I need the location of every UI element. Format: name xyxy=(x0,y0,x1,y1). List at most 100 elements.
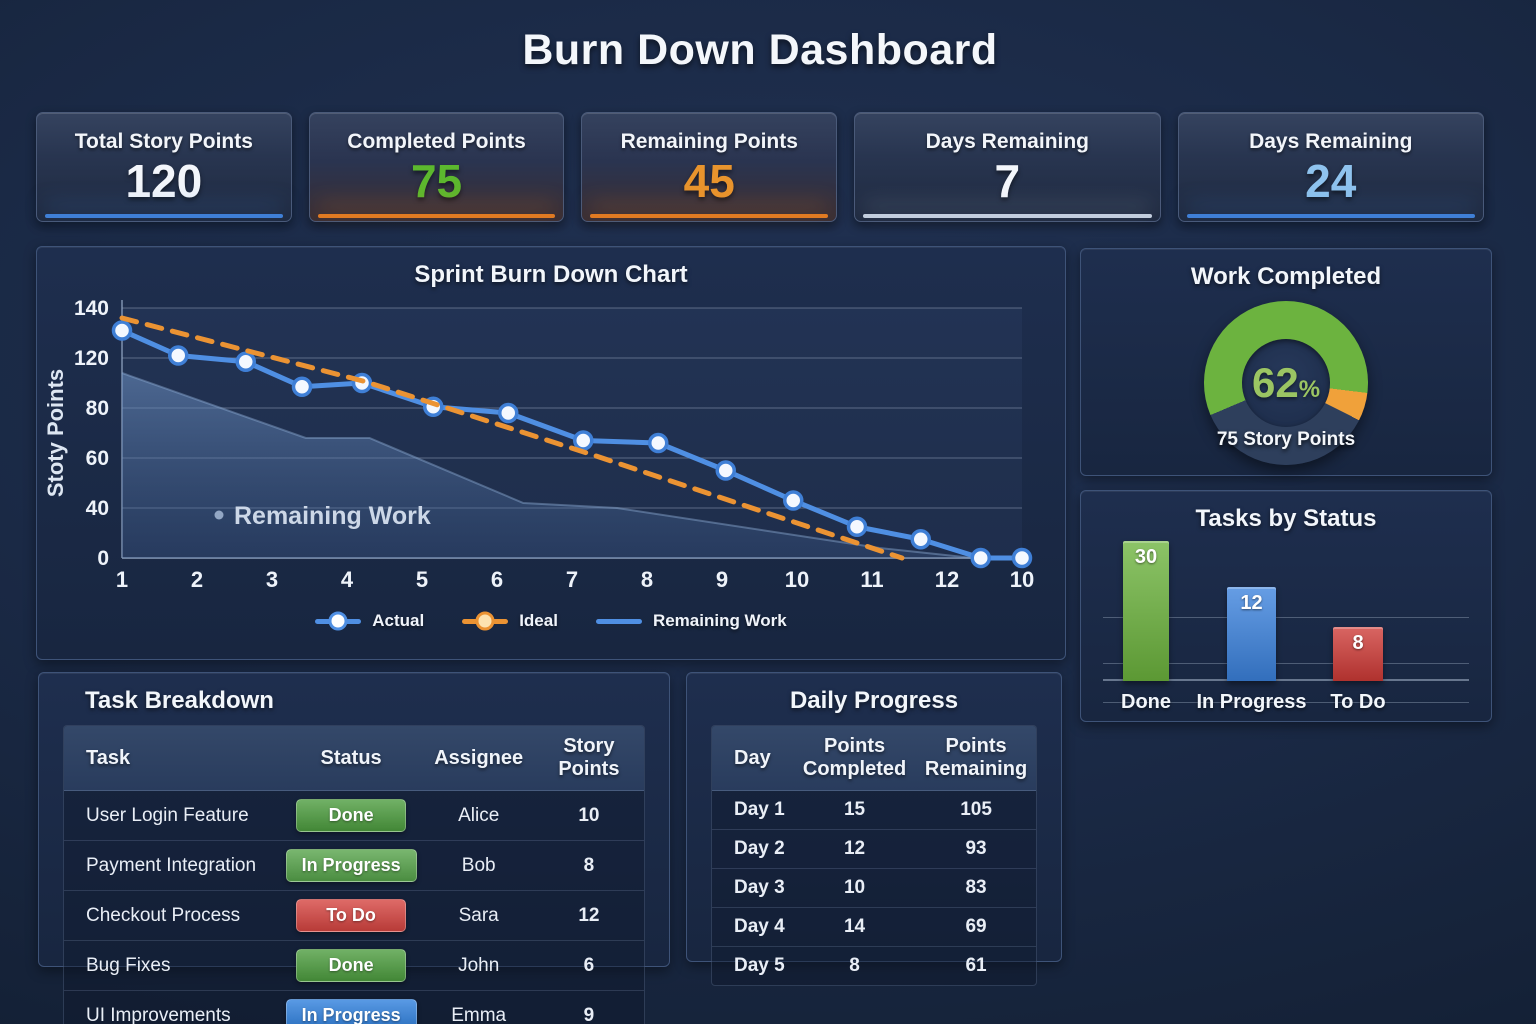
day-label: Day 2 xyxy=(712,829,793,869)
points-completed: 10 xyxy=(793,868,917,908)
task-breakdown-title: Task Breakdown xyxy=(85,687,274,714)
svg-text:120: 120 xyxy=(74,347,109,370)
task-breakdown-table: Task Status Assignee Story Points User Logi… xyxy=(64,726,644,1024)
table-row: Day 3 10 83 xyxy=(712,868,1036,908)
legend-item-remaining-work[interactable]: Remaining Work xyxy=(595,611,787,631)
burndown-chart-title: Sprint Burn Down Chart xyxy=(414,261,688,288)
task-assignee: Alice xyxy=(423,790,534,841)
points-completed: 15 xyxy=(793,790,917,830)
kpi-value: 120 xyxy=(125,155,203,207)
kpi-value: 24 xyxy=(1305,155,1357,207)
kpi-label: Days Remaining xyxy=(1249,130,1413,153)
table-row: User Login Feature Done Alice 10 xyxy=(64,790,644,841)
task-name: Bug Fixes xyxy=(64,940,279,991)
task-status-cell: Done xyxy=(278,940,424,991)
legend-marker-dot xyxy=(475,611,495,631)
legend-marker-dot xyxy=(328,611,348,631)
svg-text:1: 1 xyxy=(116,567,128,592)
day-label: Day 4 xyxy=(712,907,793,947)
svg-text:140: 140 xyxy=(74,297,109,320)
donut-caption: 75 Story Points xyxy=(1216,429,1356,450)
daily-progress-table: Day Points Completed Points Remaining Day … xyxy=(712,726,1036,985)
points-completed: 12 xyxy=(793,829,917,869)
kpi-accent-bar xyxy=(45,214,283,218)
percent-sign: % xyxy=(1298,376,1321,403)
svg-text:60: 60 xyxy=(86,447,109,470)
work-completed-title: Work Completed xyxy=(1190,263,1382,290)
task-points: 9 xyxy=(533,990,644,1024)
table-row: UI Improvements In Progress Emma 9 xyxy=(64,990,644,1024)
burndown-legend: Actual Ideal Remaining Work xyxy=(37,611,1065,631)
column-header: Points Completed xyxy=(793,726,917,791)
table-row: Day 5 8 61 xyxy=(712,946,1036,985)
bar-value: 12 xyxy=(1240,592,1263,614)
svg-text:4: 4 xyxy=(341,567,354,592)
svg-text:Remaining Work: Remaining Work xyxy=(234,502,431,530)
bar-category-label: In Progress xyxy=(1196,691,1307,713)
table-row: Day 4 14 69 xyxy=(712,907,1036,947)
kpi-label: Total Story Points xyxy=(74,130,253,153)
sprint-burndown-panel: Sprint Burn Down Chart 140 120 80 60 40 0 Stot… xyxy=(36,246,1066,660)
svg-text:0: 0 xyxy=(97,547,109,570)
daily-progress-panel: Daily Progress Day Points Completed Points… xyxy=(686,672,1062,986)
legend-swatch xyxy=(462,611,509,631)
svg-text:2: 2 xyxy=(191,567,203,592)
legend-item-ideal[interactable]: Ideal xyxy=(462,611,558,631)
svg-text:12: 12 xyxy=(935,567,959,592)
status-badge: Done xyxy=(296,799,407,832)
kpi-card-1: Total Story Points 120 xyxy=(36,112,292,222)
kpi-accent-bar xyxy=(317,214,556,218)
kpi-value: 7 xyxy=(994,155,1021,207)
status-badge: In Progress xyxy=(285,999,417,1024)
task-name: Payment Integration xyxy=(64,840,279,891)
tasks-by-status-title: Tasks by Status xyxy=(1195,505,1377,532)
task-name: UI Improvements xyxy=(64,990,279,1024)
task-points: 8 xyxy=(533,840,644,891)
task-status-cell: In Progress xyxy=(278,990,424,1024)
column-header: Task xyxy=(64,726,279,791)
table-row: Checkout Process To Do Sara 12 xyxy=(64,890,644,941)
bar-done: 30 xyxy=(1123,541,1169,681)
bar-in-progress: 12 xyxy=(1227,587,1276,681)
task-assignee: John xyxy=(423,940,534,991)
kpi-accent-bar xyxy=(1186,214,1475,218)
svg-text:3: 3 xyxy=(266,567,278,592)
kpi-value: 75 xyxy=(410,155,463,207)
legend-swatch xyxy=(315,611,362,631)
points-remaining: 83 xyxy=(916,868,1036,908)
work-completed-panel: Work Completed 62% 75 Story Points xyxy=(1080,248,1492,476)
bar-value: 30 xyxy=(1134,546,1158,568)
column-header: Assignee xyxy=(423,726,534,791)
legend-item-actual[interactable]: Actual xyxy=(315,611,424,631)
svg-text:80: 80 xyxy=(86,397,109,420)
table-row: Day 1 15 105 xyxy=(712,790,1036,830)
points-completed: 8 xyxy=(793,946,917,985)
svg-text:5: 5 xyxy=(416,567,428,592)
kpi-card-3: Remaining Points 45 xyxy=(581,112,838,222)
task-name: Checkout Process xyxy=(64,890,279,941)
points-remaining: 69 xyxy=(916,907,1036,947)
daily-progress-table-box: Day Points Completed Points Remaining Day … xyxy=(711,725,1037,986)
task-name: User Login Feature xyxy=(64,790,279,841)
kpi-accent-bar xyxy=(590,214,829,218)
table-row: Day 2 12 93 xyxy=(712,829,1036,869)
svg-text:Stoty Points: Stoty Points xyxy=(43,369,68,497)
svg-text:8: 8 xyxy=(641,567,653,592)
page-title: Burn Down Dashboard xyxy=(522,26,998,74)
svg-text:11: 11 xyxy=(860,567,883,592)
day-label: Day 1 xyxy=(712,790,793,830)
bar-category-label: To Do xyxy=(1330,691,1386,713)
svg-text:10: 10 xyxy=(1010,567,1034,592)
donut-percent-value: 62 xyxy=(1251,359,1299,406)
kpi-label: Completed Points xyxy=(347,130,526,153)
bar-value: 8 xyxy=(1352,632,1364,654)
points-remaining: 61 xyxy=(916,946,1036,985)
status-badge: To Do xyxy=(296,899,407,932)
tasks-by-status-panel: Tasks by Status 30 Done 12 In Progress 8 To D… xyxy=(1080,490,1492,722)
task-assignee: Bob xyxy=(423,840,534,891)
kpi-card-4: Days Remaining 7 xyxy=(854,112,1161,222)
kpi-label: Remaining Points xyxy=(620,130,798,153)
bar-baseline xyxy=(1103,679,1469,681)
tasks-by-status-chart: 30 Done 12 In Progress 8 To Do xyxy=(1103,541,1469,713)
